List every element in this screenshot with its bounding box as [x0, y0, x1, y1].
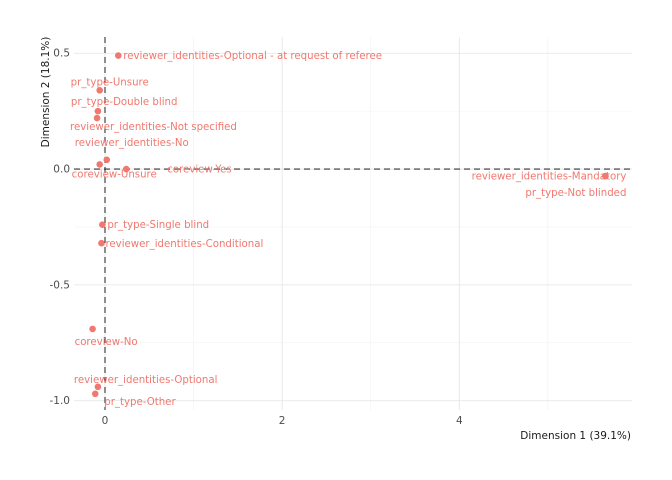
point-label: pr_type-Single blind [107, 220, 209, 231]
scatter-point [89, 325, 96, 333]
point-label: reviewer_identities-Optional [74, 375, 218, 386]
minor-gridlines [74, 37, 632, 410]
point-label: pr_type-Other [104, 397, 176, 408]
y-tick-label: 0.0 [53, 164, 70, 176]
scatter-point [98, 239, 105, 247]
x-axis-title: Dimension 1 (39.1%) [520, 430, 631, 442]
y-axis-title: Dimension 2 (18.1%) [40, 37, 52, 148]
point-label: reviewer_identities-No [75, 138, 189, 149]
scatter-point [103, 156, 111, 164]
point-label: coreview-No [75, 337, 138, 348]
tick-labels: 0 2 4 0.5 0.0 -0.5 -1.0 [50, 48, 463, 427]
y-tick-label: -1.0 [50, 395, 71, 407]
point-labels: reviewer_identities-Optional - at reques… [70, 51, 626, 408]
scatter-point [122, 165, 130, 173]
point-label: coreview-Yes [167, 165, 231, 176]
y-tick-label: 0.5 [53, 48, 70, 60]
x-tick-label: 2 [279, 415, 286, 427]
point-label: pr_type-Not blinded [525, 188, 626, 199]
scatter-point [91, 390, 99, 398]
scatter-point [114, 52, 122, 59]
point-label: coreview-Unsure [72, 169, 157, 180]
point-label: reviewer_identities-Optional - at reques… [123, 51, 382, 62]
scatter-point [96, 161, 103, 168]
point-label: pr_type-Unsure [71, 77, 149, 88]
data-points [89, 52, 609, 398]
y-tick-label: -0.5 [50, 279, 71, 291]
scatter-point [93, 114, 101, 122]
scatter-point [94, 383, 102, 391]
scatter-point [99, 221, 106, 228]
reference-lines [74, 37, 632, 410]
point-label: pr_type-Double blind [71, 97, 178, 108]
x-tick-label: 4 [456, 415, 463, 427]
point-label: reviewer_identities-Mandatory [472, 172, 627, 183]
point-label: reviewer_identities-Not specified [70, 122, 237, 133]
scatter-point [94, 107, 102, 115]
x-tick-label: 0 [102, 415, 109, 427]
point-label: reviewer_identities-Conditional [105, 239, 263, 250]
scatter-point [96, 86, 103, 94]
scatter-point [602, 172, 609, 180]
